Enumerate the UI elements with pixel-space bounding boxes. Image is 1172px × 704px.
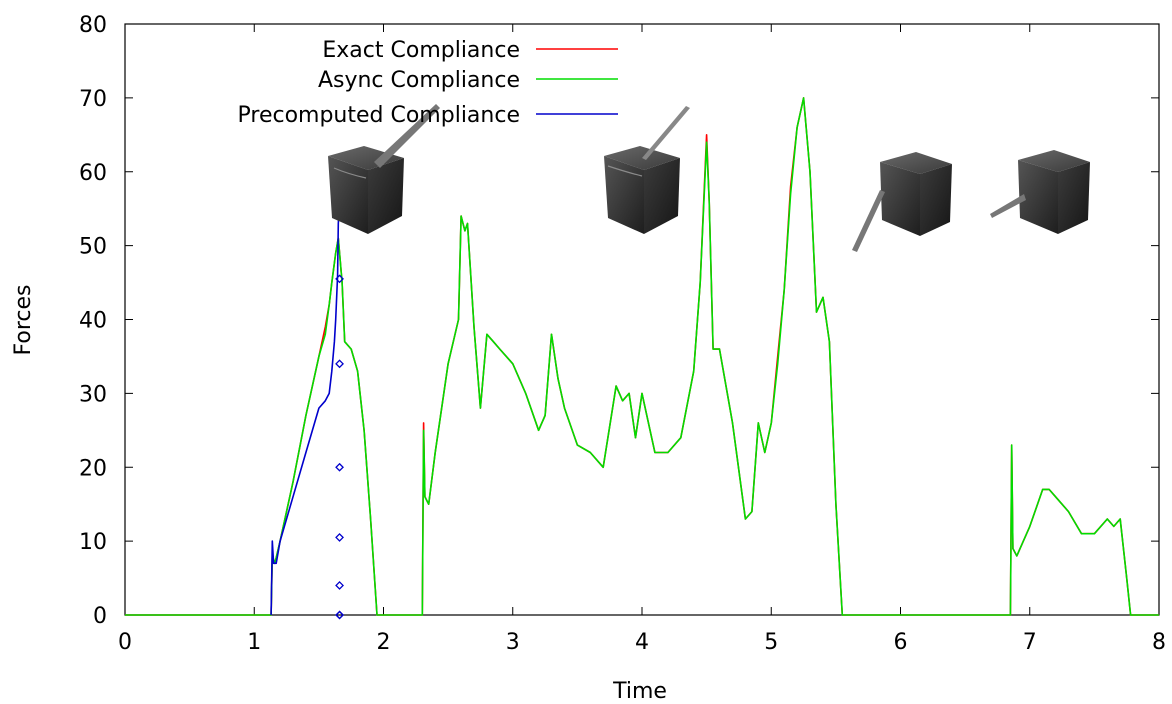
data-point xyxy=(335,581,344,590)
legend-label-async: Async Compliance xyxy=(318,68,520,93)
x-tick-label: 4 xyxy=(635,630,649,655)
x-tick-label: 7 xyxy=(1023,630,1037,655)
data-point xyxy=(335,462,344,472)
cube-inset-3 xyxy=(852,152,952,252)
x-tick-label: 5 xyxy=(764,630,778,655)
y-axis-ticks: 0 10 20 30 40 50 60 70 80 xyxy=(79,13,1159,629)
y-tick-label: 70 xyxy=(79,87,107,112)
x-tick-label: 0 xyxy=(118,630,132,655)
y-tick-label: 50 xyxy=(79,235,107,260)
legend-label-exact: Exact Compliance xyxy=(322,38,520,63)
y-tick-label: 20 xyxy=(79,456,107,481)
y-tick-label: 30 xyxy=(79,382,107,407)
x-tick-label: 6 xyxy=(894,630,908,655)
data-point xyxy=(335,533,344,542)
series-layer xyxy=(125,97,1159,620)
series-line-async-compliance xyxy=(125,97,1159,616)
x-tick-label: 2 xyxy=(377,630,391,655)
x-axis-title: Time xyxy=(612,679,667,704)
x-tick-label: 8 xyxy=(1152,630,1166,655)
x-tick-label: 1 xyxy=(247,630,261,655)
cube-inset-2 xyxy=(604,106,690,234)
series-line-precomputed-compliance xyxy=(270,201,341,616)
y-axis-title: Forces xyxy=(11,285,36,356)
inset-layer xyxy=(328,104,1090,252)
data-point xyxy=(335,274,344,284)
data-point xyxy=(335,610,344,620)
cube-inset-1 xyxy=(328,104,440,234)
cube-inset-4 xyxy=(990,150,1090,234)
legend: Exact Compliance Async Compliance Precom… xyxy=(238,38,618,128)
y-tick-label: 60 xyxy=(79,161,107,186)
x-tick-label: 3 xyxy=(506,630,520,655)
legend-label-precomputed: Precomputed Compliance xyxy=(238,103,521,128)
y-tick-label: 10 xyxy=(79,530,107,555)
y-tick-label: 0 xyxy=(93,604,107,629)
y-tick-label: 40 xyxy=(79,309,107,334)
y-tick-label: 80 xyxy=(79,13,107,38)
x-axis-ticks: 0 1 2 3 4 5 6 7 8 xyxy=(118,24,1166,655)
data-point xyxy=(335,359,344,369)
